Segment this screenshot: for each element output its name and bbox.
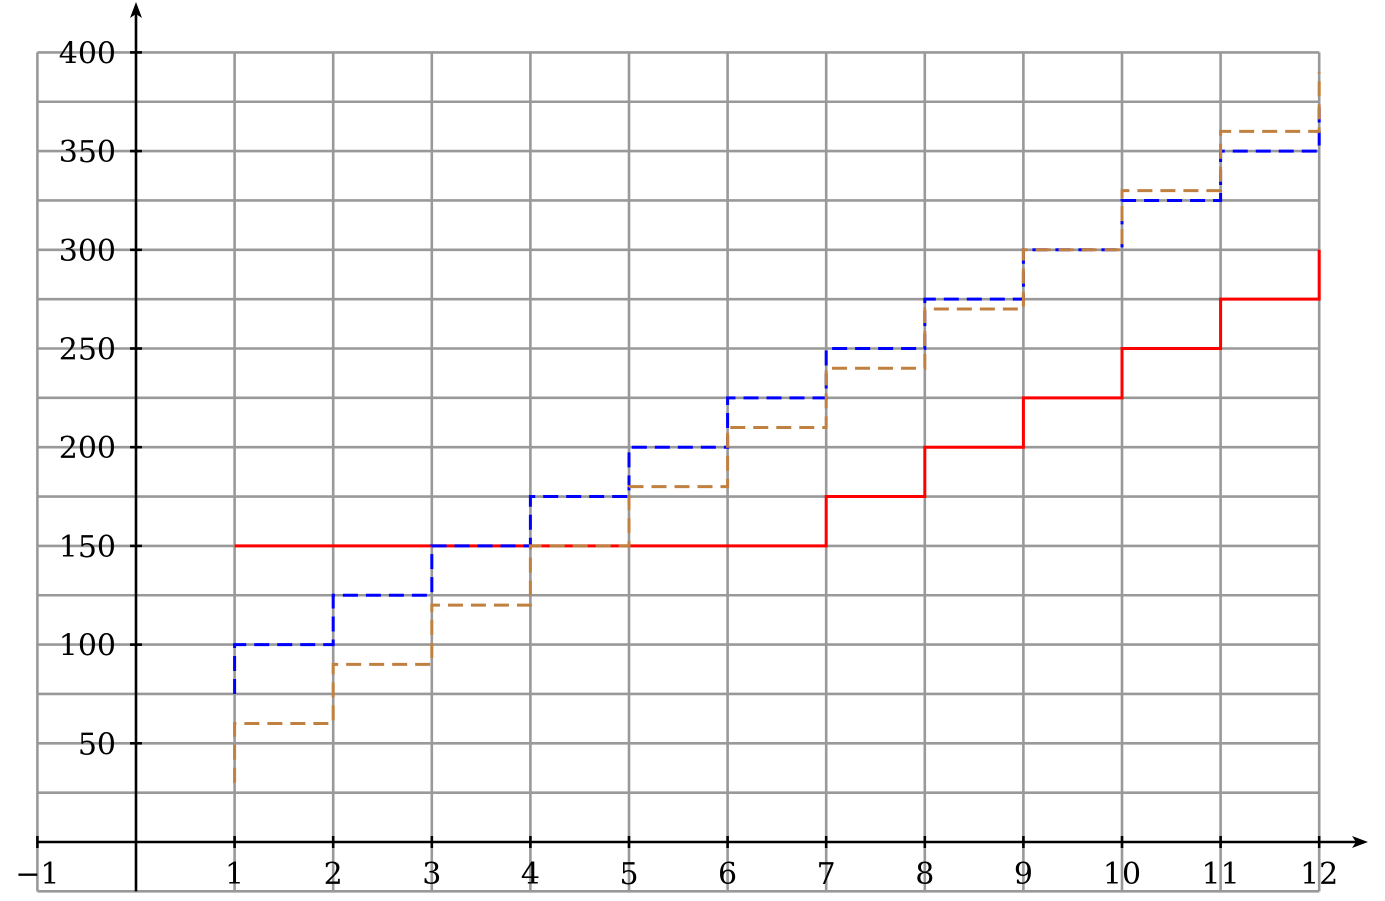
x-tick-label: 10	[1103, 857, 1141, 892]
series-line-2	[233, 101, 1321, 694]
y-tick-label: 300	[59, 234, 116, 269]
y-tick-label: 400	[59, 36, 116, 71]
y-tick-label: 100	[59, 629, 116, 664]
x-tick-label: 1	[225, 857, 244, 892]
x-tick-label: 9	[1014, 857, 1033, 892]
y-tick-label: 50	[78, 727, 116, 762]
y-tick-label: 200	[59, 431, 116, 466]
y-axis-arrow	[130, 2, 142, 18]
x-tick-label: 6	[718, 857, 737, 892]
y-tick-label: 250	[59, 333, 116, 368]
x-tick-label: −1	[15, 857, 59, 892]
axes	[36, 2, 1368, 892]
x-tick-label: 11	[1202, 857, 1240, 892]
x-tick-label: 8	[915, 857, 934, 892]
x-axis-arrow	[1352, 836, 1368, 848]
x-tick-label: 12	[1300, 857, 1338, 892]
x-tick-label: 2	[324, 857, 343, 892]
series-group	[233, 72, 1321, 783]
y-tick-label: 350	[59, 135, 116, 170]
grid	[36, 51, 1321, 893]
x-tick-label: 5	[619, 857, 638, 892]
series-line-3	[233, 72, 1321, 783]
y-tick-label: 150	[59, 530, 116, 565]
x-tick-label: 3	[422, 857, 441, 892]
x-tick-label: 7	[817, 857, 836, 892]
x-tick-label: 4	[521, 857, 540, 892]
